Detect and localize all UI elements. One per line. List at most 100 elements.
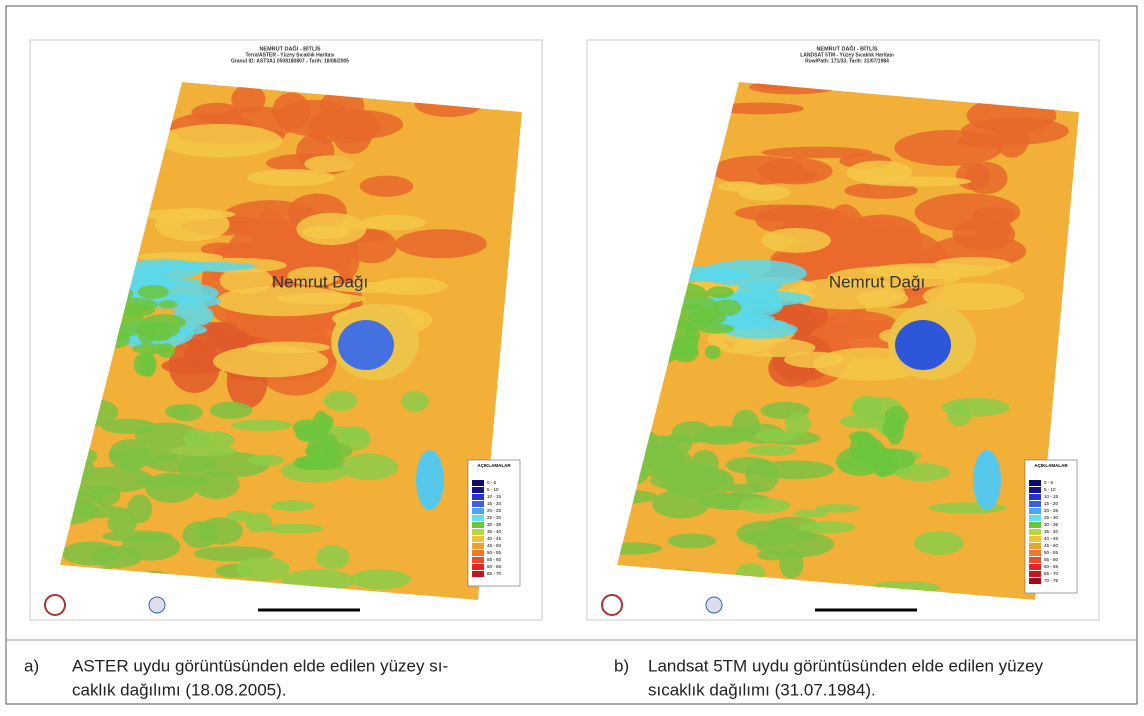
crater-lake	[895, 320, 951, 370]
map-patch	[91, 485, 121, 506]
legend-item: 65 - 70	[1044, 571, 1059, 576]
map-patch	[685, 327, 700, 343]
map-patch	[745, 459, 779, 492]
legend-title: AÇIKLAMALAR	[1034, 463, 1068, 468]
map-patch	[277, 100, 352, 137]
map-patch	[395, 229, 487, 258]
legend-swatch	[1029, 501, 1041, 507]
lake-east	[416, 450, 444, 510]
legend-title: AÇIKLAMALAR	[477, 463, 511, 468]
legend-item: 15 - 20	[487, 501, 502, 506]
map-patch	[141, 352, 157, 377]
legend-item: 35 - 40	[487, 529, 502, 534]
map-patch	[964, 162, 1007, 194]
map-patch	[158, 124, 282, 157]
legend-swatch	[472, 550, 484, 556]
map-label: Nemrut Dağı	[272, 272, 368, 291]
figure: NEMRUT DAĞI - BİTLİSTerra/ASTER - Yüzey …	[0, 0, 1144, 711]
map-patch	[360, 176, 413, 197]
legend-item: 40 - 45	[487, 536, 502, 541]
map-patch	[170, 446, 237, 457]
map-patch	[736, 282, 778, 305]
map-patch	[757, 550, 786, 560]
map-patch	[698, 426, 745, 442]
map-patch	[995, 123, 1029, 158]
map-patch	[142, 314, 186, 330]
caption-letter: a)	[24, 656, 39, 675]
logo	[602, 595, 622, 615]
map-patch	[794, 509, 829, 517]
map-patch	[296, 455, 345, 465]
logo-2	[149, 597, 165, 613]
map-patch	[914, 531, 964, 555]
map-patch	[777, 169, 817, 182]
map-patch	[846, 161, 912, 184]
map-patch	[747, 445, 797, 456]
legend-item: 35 - 40	[1044, 529, 1059, 534]
map-patch	[182, 521, 218, 548]
map-title: Granul ID: AST3A1 0508180807 - Tarih: 18…	[231, 58, 349, 64]
legend-item: 20 - 25	[487, 508, 502, 513]
map-patch	[650, 472, 708, 490]
legend-swatch	[472, 508, 484, 514]
legend-swatch	[1029, 578, 1041, 584]
map-patch	[850, 432, 878, 464]
map-patch	[210, 402, 253, 419]
legend-item: 45 - 50	[1044, 543, 1059, 548]
legend-swatch	[472, 571, 484, 577]
map-patch	[739, 498, 791, 513]
map-title: Row/Path: 171/33, Tarih: 31/07/1984	[805, 58, 889, 64]
map-patch	[717, 181, 761, 191]
crater-lake	[338, 320, 394, 370]
map-patch	[296, 213, 366, 245]
legend-item: 55 - 60	[1044, 557, 1059, 562]
map-patch	[652, 490, 709, 519]
map-patch	[226, 511, 252, 521]
legend-swatch	[1029, 487, 1041, 493]
map-patch	[732, 338, 815, 357]
map-patch	[350, 569, 411, 589]
map-patch	[761, 228, 831, 253]
legend-swatch	[472, 543, 484, 549]
legend-swatch	[1029, 508, 1041, 514]
map-patch	[785, 412, 811, 436]
legend-swatch	[1029, 571, 1041, 577]
legend-item: 25 - 30	[487, 515, 502, 520]
legend-swatch	[472, 487, 484, 493]
legend-swatch	[1029, 564, 1041, 570]
map-patch	[109, 439, 152, 471]
legend-swatch	[472, 480, 484, 486]
legend-swatch	[472, 536, 484, 542]
caption-letter: b)	[614, 656, 629, 675]
map-patch	[707, 286, 734, 298]
map-patch	[138, 285, 169, 299]
map-patch	[800, 521, 856, 533]
map-patch	[705, 345, 721, 359]
legend-swatch	[1029, 515, 1041, 521]
legend-swatch	[1029, 522, 1041, 528]
legend-item: 60 - 65	[487, 564, 502, 569]
legend-item: 30 - 35	[1044, 522, 1059, 527]
legend-swatch	[1029, 557, 1041, 563]
map-patch	[882, 418, 900, 437]
legend-item: 30 - 35	[487, 522, 502, 527]
legend-item: 50 - 55	[1044, 550, 1059, 555]
legend-item: 65 - 70	[487, 571, 502, 576]
map-title: NEMRUT DAĞI - BİTLİS	[816, 44, 877, 52]
map-patch	[361, 215, 426, 230]
legend-item: 20 - 25	[1044, 508, 1059, 513]
map-patch	[263, 524, 323, 534]
caption-line: caklık dağılımı (18.08.2005).	[72, 680, 287, 699]
map-patch	[145, 454, 217, 472]
map-patch	[157, 343, 175, 357]
legend-swatch	[1029, 529, 1041, 535]
map-patch	[231, 85, 265, 113]
legend-item: 0 - 5	[487, 480, 497, 485]
legend-item: 0 - 5	[1044, 480, 1054, 485]
caption-line: Landsat 5TM uydu görüntüsünden elde edil…	[648, 656, 1044, 675]
caption-line: sıcaklık dağılımı (31.07.1984).	[648, 680, 876, 699]
legend-item: 60 - 65	[1044, 564, 1059, 569]
map-patch	[324, 390, 358, 410]
caption-line: ASTER uydu görüntüsünden elde edilen yüz…	[72, 656, 448, 675]
